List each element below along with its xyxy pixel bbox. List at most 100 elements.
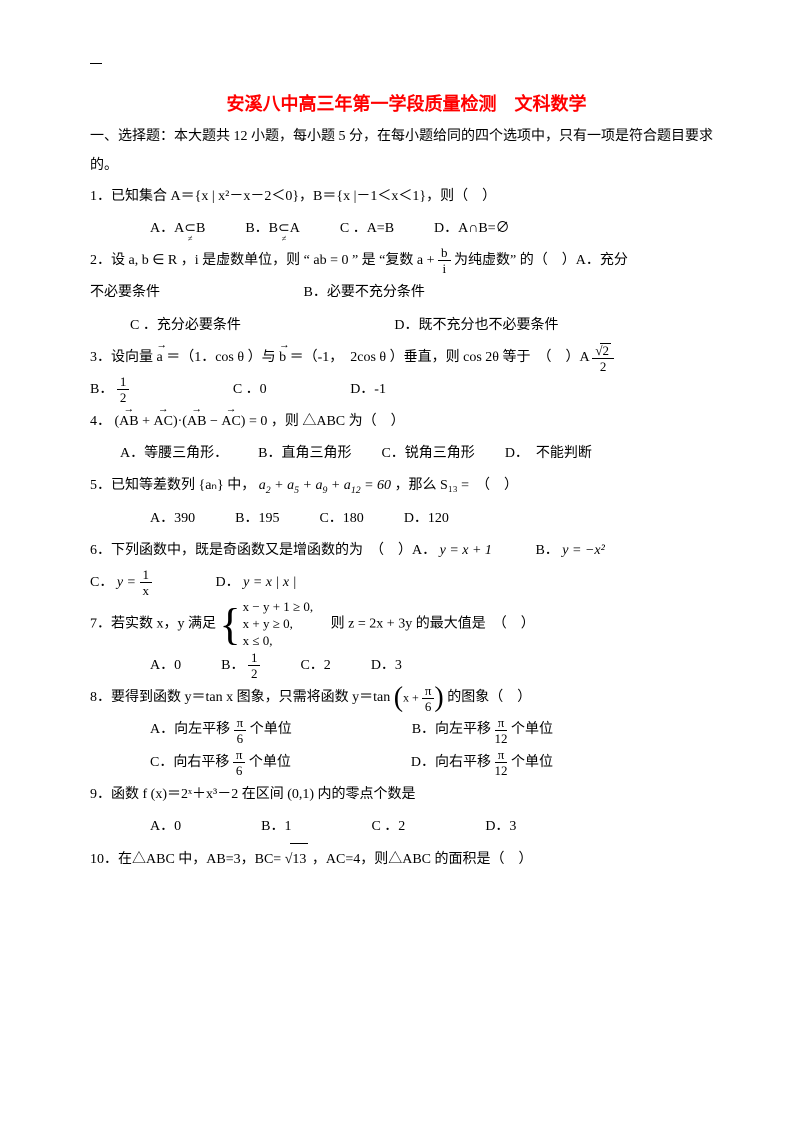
q6-optC-lbl: C． — [90, 575, 113, 590]
q7-system: { x − y + 1 ≥ 0, x + y ≥ 0, x ≤ 0, — [220, 599, 314, 650]
q7-b: 则 z = 2x + 3y 的最大值是 （ ） — [317, 617, 535, 632]
q3-fracA: √2 2 — [592, 343, 614, 373]
frac-den: 6 — [237, 731, 244, 745]
section1-heading: 一、选择题：本大题共 12 小题，每小题 5 分，在每小题给同的四个选项中，只有… — [90, 122, 723, 181]
q7-optA: A．0 — [150, 650, 181, 682]
frac-den: x — [143, 583, 150, 597]
q1-options: A．A⊂B B．B⊂A C ．A=B D．A∩B=∅ — [90, 213, 723, 245]
exam-title: 安溪八中高三年第一学段质量检测 文科数学 — [90, 90, 723, 116]
q7-optB: B． 1 2 — [221, 650, 260, 682]
q2-line3: C ．充分必要条件 D．既不充分也不必要条件 — [90, 310, 723, 342]
t2: 个单位 — [250, 722, 292, 737]
q2-optA-cont: 不必要条件 — [90, 285, 160, 300]
q3-optD: D．-1 — [350, 382, 386, 397]
q8-paren: ( x + π6 ) — [394, 684, 444, 713]
q1-optD: D．A∩B=∅ — [434, 213, 510, 245]
q5-a: 5．已知等差数列 — [90, 478, 199, 493]
vec-b: b — [279, 342, 286, 374]
q6-optA: y = x + 1 — [440, 543, 492, 558]
q3-optB-lbl: B． — [90, 382, 113, 397]
q5-options: A．390 B．195 C．180 D．120 — [90, 503, 723, 535]
q4-optA: A．等腰三角形． — [120, 438, 228, 470]
q5-optC: C．180 — [319, 503, 363, 535]
q4-optC: C．锐角三角形 — [381, 438, 474, 470]
q6-stem: 6．下列函数中，既是奇函数又是增函数的为 （ ）A． y = x + 1 B． … — [90, 535, 723, 567]
q8-optA: A．向左平移 π6 个单位 — [150, 714, 292, 746]
t2: 个单位 — [511, 755, 553, 770]
q6-optD: y = x | x | — [243, 575, 296, 590]
q5-optB: B．195 — [235, 503, 279, 535]
frac-den: 2 — [600, 359, 607, 373]
q1-optB: B．B⊂A — [245, 213, 300, 245]
q6-optD-lbl: D． — [216, 575, 240, 590]
optB-lbl: B． — [221, 658, 244, 673]
frac-den: 2 — [251, 666, 258, 680]
q3-b: ＝（1．cos θ ）与 — [166, 350, 279, 365]
q5-optA: A．390 — [150, 503, 195, 535]
q7-optC: C．2 — [300, 650, 330, 682]
q10-stem: 10．在△ABC 中，AB=3，BC= √13 ，AC=4，则△ABC 的面积是… — [90, 843, 723, 876]
q8-a: 8．要得到函数 y＝tan x 图象，只需将函数 y＝tan — [90, 690, 394, 705]
q9-optB: B．1 — [261, 811, 291, 843]
sys-row1: x − y + 1 ≥ 0, — [243, 599, 314, 616]
q6-optB-lbl: B． — [535, 543, 558, 558]
q6-fracC: 1 x — [140, 568, 153, 597]
top-rule — [90, 63, 102, 64]
frac-num: π — [234, 716, 247, 731]
q10-a: 10．在△ABC 中，AB=3，BC= — [90, 852, 285, 867]
q8-options-row2: C．向右平移 π6 个单位 D．向右平移 π12 个单位 — [90, 747, 723, 779]
frac-num: π — [233, 748, 246, 763]
q4-stem: 4． (AB + AC)·(AB − AC) = 0 ，则 △ABC 为（ ） — [90, 406, 723, 438]
q2-text-b: 为纯虚数” 的（ ）A．充分 — [454, 253, 628, 268]
frac-num: b — [438, 246, 451, 261]
q5-seq: {aₙ} — [199, 478, 224, 493]
q1-optA: A．A⊂B — [150, 213, 205, 245]
q8-stem: 8．要得到函数 y＝tan x 图象，只需将函数 y＝tan ( x + π6 … — [90, 682, 723, 714]
q2-optD: D．既不充分也不必要条件 — [394, 318, 558, 333]
q5-eq: a2 + a5 + a9 + a12 = 60 — [259, 478, 391, 493]
t: D．向右平移 — [411, 755, 491, 770]
frac-num: π — [422, 684, 435, 699]
q1-stem: 1．已知集合 A＝{x | x²－x－2＜0}，B＝{x |－1＜x＜1}，则（… — [90, 181, 723, 213]
q4-options: A．等腰三角形． B．直角三角形 C．锐角三角形 D． 不能判断 — [90, 438, 723, 470]
q2-stem-line1: 2．设 a, b ∈ R ，i 是虚数单位，则 “ ab = 0 ” 是 “复数… — [90, 245, 723, 277]
q5-stem: 5．已知等差数列 {aₙ} 中， a2 + a5 + a9 + a12 = 60… — [90, 470, 723, 502]
sys-row2: x + y ≥ 0, — [243, 616, 314, 633]
q7-stem: 7．若实数 x，y 满足 { x − y + 1 ≥ 0, x + y ≥ 0,… — [90, 599, 723, 650]
q8-options-row1: A．向左平移 π6 个单位 B．向左平移 π12 个单位 — [90, 714, 723, 746]
q9-options: A．0 B．1 C ．2 D．3 — [90, 811, 723, 843]
q7-options: A．0 B． 1 2 C．2 D．3 — [90, 650, 723, 682]
q8-b: 的图象（ ） — [447, 690, 531, 705]
frac-num: 1 — [248, 651, 261, 666]
t2: 个单位 — [249, 755, 291, 770]
q3-a: 3．设向量 — [90, 350, 157, 365]
frac-num: π — [495, 716, 508, 731]
q9-optC: C ．2 — [371, 811, 405, 843]
q8-optC: C．向右平移 π6 个单位 — [150, 747, 291, 779]
q2-optB: B．必要不充分条件 — [304, 285, 425, 300]
q4-tail: ，则 △ABC 为（ ） — [271, 414, 405, 429]
frac-num: 1 — [140, 568, 153, 583]
q5-c: ，那么 S₁₃ = （ ） — [395, 478, 518, 493]
q3-optC: C ．0 — [233, 382, 267, 397]
q7-fracB: 1 2 — [248, 651, 261, 680]
q10-b: ，AC=4，则△ABC 的面积是（ ） — [312, 852, 533, 867]
q2-optC: C ．充分必要条件 — [130, 318, 241, 333]
frac-num: √2 — [592, 343, 614, 359]
q2-line2: 不必要条件 B．必要不充分条件 — [90, 277, 723, 309]
sys-row3: x ≤ 0, — [243, 633, 314, 650]
t2: 个单位 — [511, 722, 553, 737]
q9-optD: D．3 — [485, 811, 516, 843]
q5-optD: D．120 — [404, 503, 449, 535]
q2-fraction: b i — [438, 246, 451, 275]
vec-a: a — [157, 342, 163, 374]
frac-den: 6 — [236, 763, 243, 777]
frac-num: 1 — [117, 375, 130, 390]
frac-den: 12 — [495, 731, 508, 745]
q3-stem: 3．设向量 a ＝（1．cos θ ）与 b ＝（-1， 2cos θ ）垂直，… — [90, 342, 723, 374]
frac-num: π — [495, 748, 508, 763]
t: B．向左平移 — [412, 722, 491, 737]
q5-b: 中， — [227, 478, 255, 493]
q7-a: 7．若实数 x，y 满足 — [90, 617, 220, 632]
q2-text-a: 2．设 a, b ∈ R ，i 是虚数单位，则 “ ab = 0 ” 是 “复数… — [90, 253, 438, 268]
